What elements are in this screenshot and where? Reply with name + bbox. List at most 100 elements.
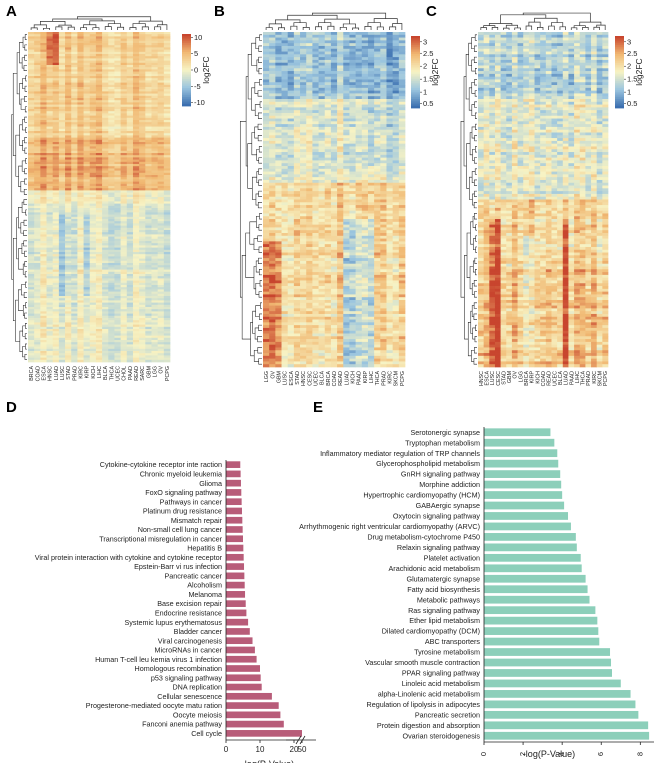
heatmap-a-cell bbox=[102, 205, 109, 209]
heatmap-a-cell bbox=[40, 309, 47, 312]
heatmap-b-cell bbox=[275, 62, 282, 66]
heatmap-b-cell bbox=[275, 115, 282, 119]
heatmap-a-cell bbox=[163, 254, 171, 257]
heatmap-a-cell bbox=[34, 38, 41, 42]
heatmap-b-cell bbox=[367, 43, 375, 47]
heatmap-b-cell bbox=[318, 191, 326, 195]
heatmap-b-cell bbox=[300, 104, 307, 108]
heatmap-b-cell bbox=[343, 171, 350, 175]
heatmap-a-cell bbox=[145, 245, 152, 248]
heatmap-b-cell bbox=[386, 34, 393, 38]
heatmap-a-cell bbox=[89, 315, 97, 319]
heatmap-a-cell bbox=[71, 227, 78, 231]
heatmap-a-cell bbox=[151, 58, 158, 61]
heatmap-a-cell bbox=[83, 249, 91, 253]
heatmap-b-cell bbox=[355, 135, 363, 139]
heatmap-b-cell bbox=[367, 96, 375, 100]
heatmap-a-cell bbox=[52, 355, 60, 358]
heatmap-a-cell bbox=[58, 344, 66, 347]
heatmap-b-cell bbox=[293, 73, 301, 78]
heatmap-a-row-dendrogram-branch bbox=[21, 284, 26, 296]
heatmap-b-cell bbox=[343, 193, 350, 198]
heatmap-a-cell bbox=[145, 40, 152, 44]
heatmap-b-cell bbox=[275, 43, 282, 47]
heatmap-a-cell bbox=[89, 183, 97, 187]
heatmap-a-cell bbox=[132, 346, 140, 350]
heatmap-a-cell bbox=[40, 172, 47, 176]
heatmap-b-cell bbox=[330, 118, 338, 122]
heatmap-a-cell bbox=[120, 175, 128, 178]
heatmap-a-cell bbox=[108, 346, 115, 350]
heatmap-a-cell bbox=[157, 351, 165, 354]
heatmap-a-cell bbox=[126, 197, 134, 200]
heatmap-b-cell bbox=[287, 182, 295, 186]
heatmap-a-cell bbox=[28, 106, 35, 110]
heatmap-a-cell bbox=[157, 238, 165, 242]
heatmap-b-cell bbox=[263, 71, 270, 75]
heatmap-b-cell bbox=[287, 196, 295, 200]
heatmap-b-cell bbox=[269, 101, 276, 105]
heatmap-a-cell bbox=[95, 203, 103, 207]
heatmap-a-cell bbox=[120, 168, 128, 171]
heatmap-a-cell bbox=[139, 153, 146, 156]
heatmap-a-cell bbox=[151, 219, 158, 222]
heatmap-a-cell bbox=[102, 34, 109, 37]
heatmap-b-cell bbox=[374, 90, 381, 94]
heatmap-b-cell bbox=[293, 45, 301, 50]
heatmap-b-cell bbox=[355, 101, 363, 105]
heatmap-a-cell bbox=[163, 47, 171, 50]
heatmap-a-cell bbox=[65, 254, 72, 257]
heatmap-a-cell bbox=[89, 256, 97, 259]
heatmap-a-cell bbox=[151, 307, 158, 310]
heatmap-a-row-dendrogram-branch bbox=[22, 305, 26, 316]
heatmap-b-cell bbox=[361, 54, 369, 58]
heatmap-a-cell bbox=[102, 219, 109, 222]
heatmap-a-cell bbox=[89, 131, 97, 134]
heatmap-a-cell bbox=[46, 219, 54, 222]
heatmap-b-cell bbox=[293, 132, 301, 136]
heatmap-a-cell bbox=[108, 351, 115, 354]
heatmap-a-cell bbox=[95, 181, 103, 185]
heatmap-a-cell bbox=[145, 346, 152, 350]
panel-letter-d: D bbox=[6, 399, 17, 416]
heatmap-b-cell bbox=[380, 71, 387, 75]
heatmap-a-cell bbox=[34, 318, 41, 321]
heatmap-a-cell bbox=[114, 340, 121, 343]
heatmap-a-cell bbox=[163, 348, 171, 352]
heatmap-a-cell bbox=[58, 212, 66, 215]
heatmap-a-cell bbox=[145, 271, 152, 275]
heatmap-b-cell bbox=[380, 59, 387, 64]
heatmap-a-cell bbox=[132, 157, 140, 160]
heatmap-b-cell bbox=[318, 101, 326, 105]
heatmap-a-cell bbox=[89, 212, 97, 215]
heatmap-a-cell bbox=[65, 159, 72, 163]
heatmap-b-cell bbox=[281, 149, 289, 153]
heatmap-a-cell bbox=[95, 205, 103, 209]
heatmap-b-cell bbox=[275, 96, 282, 100]
heatmap-a-cell bbox=[151, 148, 158, 152]
heatmap-a-cell bbox=[151, 214, 158, 218]
heatmap-a-cell bbox=[139, 91, 146, 94]
heatmap-a-cell bbox=[163, 135, 171, 138]
heatmap-a-cell bbox=[139, 60, 146, 64]
heatmap-a-cell bbox=[95, 186, 103, 189]
heatmap-a-cell bbox=[126, 318, 134, 321]
heatmap-a-cell bbox=[157, 36, 165, 39]
heatmap-a-cell bbox=[58, 49, 66, 53]
heatmap-a-cell bbox=[28, 144, 35, 147]
heatmap-a-cell bbox=[114, 201, 121, 204]
heatmap-a-cell bbox=[77, 197, 84, 200]
heatmap-b-cell bbox=[374, 174, 381, 178]
heatmap-a-cell bbox=[71, 155, 78, 158]
heatmap-a-cell bbox=[95, 309, 103, 312]
heatmap-b-cell bbox=[374, 65, 381, 69]
heatmap-b-cell bbox=[355, 68, 363, 72]
heatmap-a-cell bbox=[151, 89, 158, 92]
heatmap-b-cell bbox=[263, 149, 270, 153]
heatmap-a-cell bbox=[58, 120, 66, 123]
heatmap-a-cell bbox=[145, 111, 152, 114]
heatmap-b-cell bbox=[281, 126, 289, 131]
heatmap-b-cell bbox=[263, 179, 270, 184]
heatmap-a-cell bbox=[34, 307, 41, 310]
heatmap-b-cell bbox=[269, 82, 276, 86]
